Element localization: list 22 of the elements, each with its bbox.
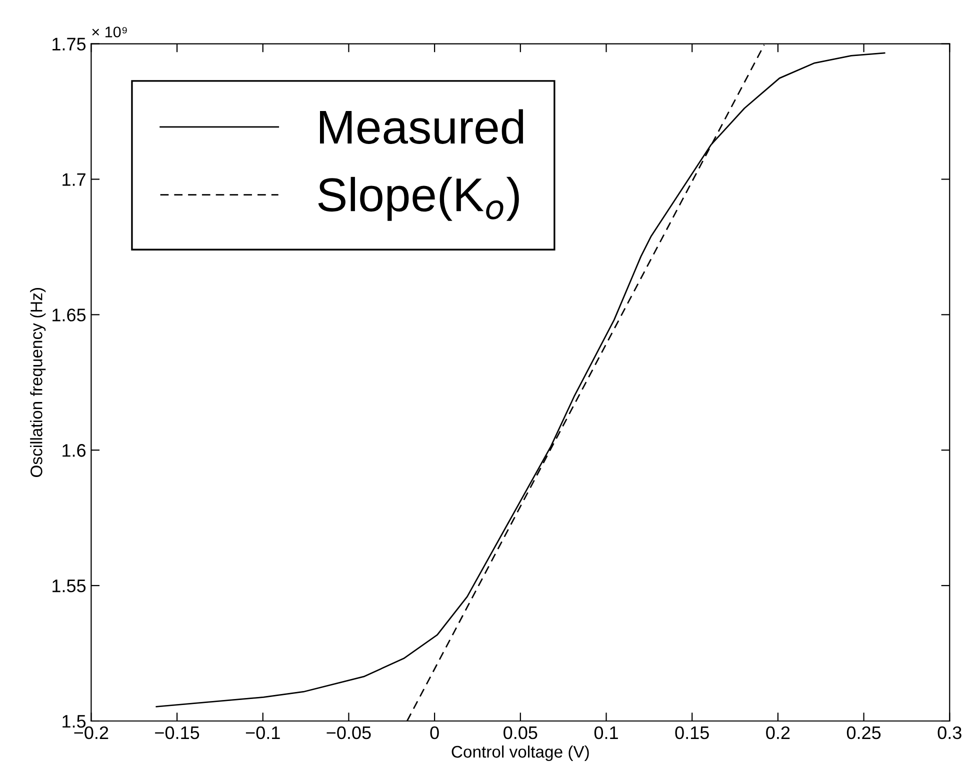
x-tick-label: 0.05 — [504, 726, 538, 740]
x-tick-label: 0.1 — [594, 726, 618, 740]
text: × 10⁹ — [92, 26, 127, 38]
y-tick-label: 1.5 — [62, 715, 86, 728]
y-tick-label: 1.65 — [52, 308, 86, 322]
x-tick-label: 0 — [430, 726, 439, 740]
x-tick-label: 0.2 — [766, 726, 790, 740]
y-tick-label: 1.6 — [62, 444, 86, 457]
x-tick-label: 0.3 — [938, 726, 962, 740]
x-tick-label: −0.2 — [74, 726, 108, 740]
x-tick-label: −0.05 — [326, 726, 371, 740]
y-tick-label: 1.55 — [52, 580, 86, 592]
legend-label: Measured — [320, 109, 524, 144]
x-tick-label: −0.15 — [155, 726, 200, 740]
x-tick-label: −0.1 — [246, 726, 280, 740]
x-axis-title: Control voltage (V) — [452, 745, 589, 762]
x-tick-label: 0.25 — [846, 726, 881, 740]
y-tick-label: 1.7 — [62, 173, 86, 186]
x-tick-label: 0.15 — [675, 726, 709, 740]
legend-label: Slope(K$_{o}$) — [318, 176, 519, 221]
y-tick-label: 1.75 — [52, 38, 86, 51]
y-axis-title: Oscillation frequency (Hz) — [30, 288, 46, 478]
